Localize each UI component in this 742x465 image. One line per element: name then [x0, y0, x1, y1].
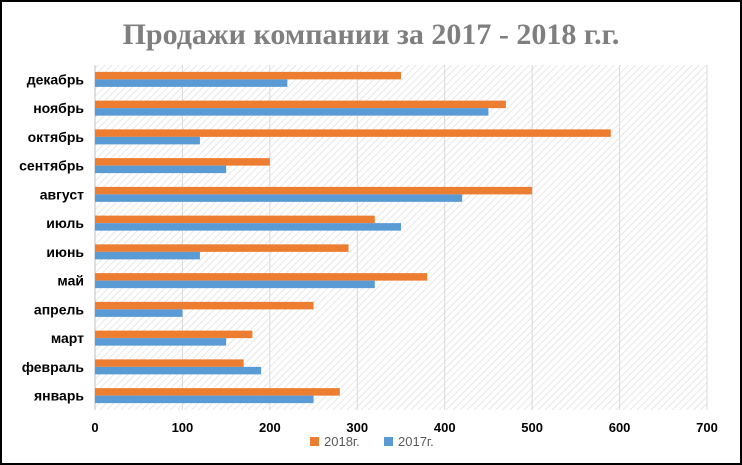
- x-tick-label: 600: [609, 420, 631, 435]
- category-label: октябрь: [28, 129, 85, 145]
- category-label: февраль: [22, 359, 85, 375]
- category-label: июль: [46, 215, 84, 231]
- bar-2017-4: [95, 280, 375, 289]
- category-labels: январь февраль март апрель май июнь июль август…: [19, 71, 84, 403]
- x-tick-labels: 0 100 200 300 400 500 600 700: [91, 420, 717, 435]
- bar-2017-1: [95, 366, 262, 375]
- bar-2017-6: [95, 223, 401, 231]
- bar-2018-10: [95, 100, 506, 109]
- x-tick-label: 500: [521, 420, 543, 435]
- category-label: август: [40, 186, 84, 202]
- legend-swatch: [384, 437, 393, 446]
- bar-2018-1: [95, 359, 244, 367]
- bar-2017-2: [95, 338, 227, 346]
- bar-2017-8: [95, 165, 227, 174]
- legend-label: 2017г.: [398, 434, 434, 449]
- bar-2018-6: [95, 215, 375, 224]
- bar-2018-5: [95, 244, 349, 252]
- legend-swatch: [310, 437, 319, 446]
- bar-2017-5: [95, 251, 200, 260]
- bar-2018-3: [95, 301, 314, 310]
- x-tick-label: 100: [172, 420, 194, 435]
- x-tick-label: 400: [434, 420, 456, 435]
- x-tick-label: 200: [259, 420, 281, 435]
- category-label: март: [51, 330, 84, 346]
- bar-2017-10: [95, 108, 489, 116]
- bars: [95, 71, 611, 404]
- category-label: декабрь: [27, 71, 85, 87]
- legend-label: 2018г.: [324, 434, 360, 449]
- bar-2017-7: [95, 194, 463, 202]
- bar-2018-7: [95, 186, 533, 195]
- bar-2018-11: [95, 71, 401, 80]
- x-tick-label: 300: [346, 420, 368, 435]
- category-label: апрель: [34, 301, 84, 317]
- plot-area: [95, 65, 707, 410]
- x-tick-label: 700: [696, 420, 718, 435]
- category-label: сентябрь: [19, 158, 84, 174]
- bar-2017-3: [95, 309, 183, 317]
- bar-2018-4: [95, 273, 428, 281]
- legend: 2018г. 2017г.: [310, 434, 434, 449]
- category-label: январь: [34, 388, 84, 404]
- category-label: май: [57, 273, 84, 289]
- bar-2017-9: [95, 136, 200, 145]
- gridlines: [94, 65, 708, 410]
- bar-2017-11: [95, 79, 288, 87]
- bar-2018-2: [95, 330, 253, 339]
- chart-title: Продажи компании за 2017 - 2018 г.г.: [123, 18, 620, 51]
- x-tick-label: 0: [91, 420, 98, 435]
- category-label: ноябрь: [33, 100, 84, 116]
- bar-2018-8: [95, 158, 270, 166]
- bar-2018-0: [95, 388, 340, 396]
- bar-2017-0: [95, 395, 314, 404]
- bar-2018-9: [95, 129, 611, 137]
- category-label: июнь: [46, 244, 84, 260]
